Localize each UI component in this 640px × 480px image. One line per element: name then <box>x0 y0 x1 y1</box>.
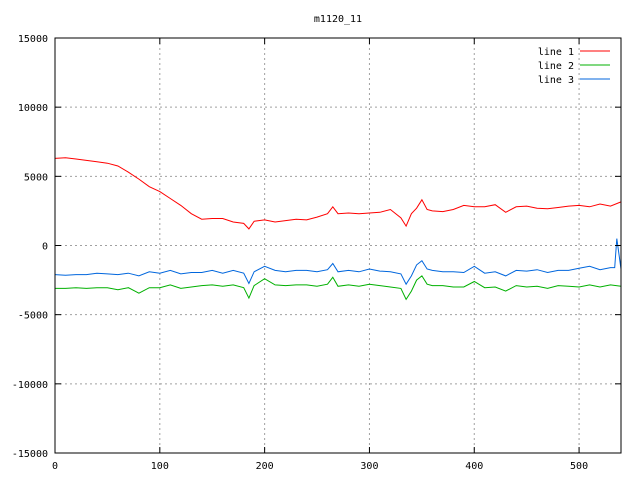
tick-labels: 0 100 200 300 400 500 -15000 -10000 -5000 0 5000 10… <box>12 34 588 472</box>
y-tick-label: -5000 <box>18 311 48 322</box>
x-tick-label: 300 <box>360 461 378 472</box>
y-tick-label: -15000 <box>12 449 48 460</box>
series-layer <box>54 157 622 301</box>
legend-label-2: line 2 <box>538 61 574 72</box>
y-tick-label: 10000 <box>18 103 48 114</box>
legend-label-1: line 1 <box>538 47 574 58</box>
x-tick-label: 500 <box>570 461 588 472</box>
series-line-1 <box>54 157 622 230</box>
series-line-3 <box>54 238 622 286</box>
legend: line 1 line 2 line 3 <box>538 47 610 86</box>
y-tick-label: -10000 <box>12 380 48 391</box>
grid <box>55 38 621 453</box>
x-tick-label: 0 <box>52 461 58 472</box>
ticks <box>54 37 621 454</box>
chart-title: m1120_11 <box>314 14 362 25</box>
x-tick-label: 400 <box>465 461 483 472</box>
y-tick-label: 15000 <box>18 34 48 45</box>
y-tick-label: 0 <box>42 242 48 253</box>
x-tick-label: 200 <box>256 461 274 472</box>
series-line-2 <box>55 275 622 301</box>
y-tick-label: 5000 <box>24 172 48 183</box>
x-tick-label: 100 <box>151 461 169 472</box>
legend-label-3: line 3 <box>538 75 574 86</box>
